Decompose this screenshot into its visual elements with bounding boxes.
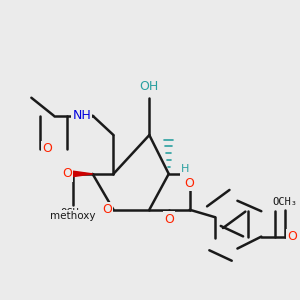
Text: methoxy: methoxy <box>50 211 96 221</box>
Text: O: O <box>185 177 195 190</box>
Text: OCH₃: OCH₃ <box>61 208 86 218</box>
Text: H: H <box>181 164 189 174</box>
Text: O: O <box>102 203 112 216</box>
Text: O: O <box>288 230 298 243</box>
Text: O: O <box>42 142 52 155</box>
Text: OCH₃: OCH₃ <box>273 197 298 207</box>
Text: OH: OH <box>140 80 159 93</box>
Text: NH: NH <box>72 109 91 122</box>
Text: H: H <box>182 164 190 174</box>
Text: O: O <box>62 167 72 180</box>
Polygon shape <box>73 171 93 177</box>
Text: O: O <box>164 213 174 226</box>
